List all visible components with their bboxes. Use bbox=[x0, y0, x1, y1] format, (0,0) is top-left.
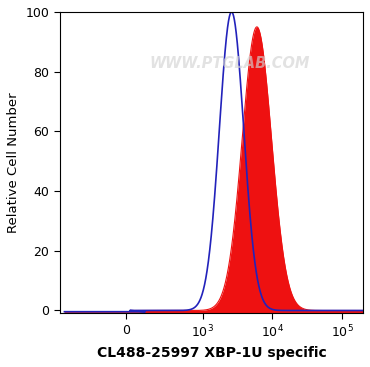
Text: WWW.PTGLAB.COM: WWW.PTGLAB.COM bbox=[149, 56, 310, 71]
Y-axis label: Relative Cell Number: Relative Cell Number bbox=[7, 92, 20, 233]
X-axis label: CL488-25997 XBP-1U specific: CL488-25997 XBP-1U specific bbox=[97, 346, 326, 360]
